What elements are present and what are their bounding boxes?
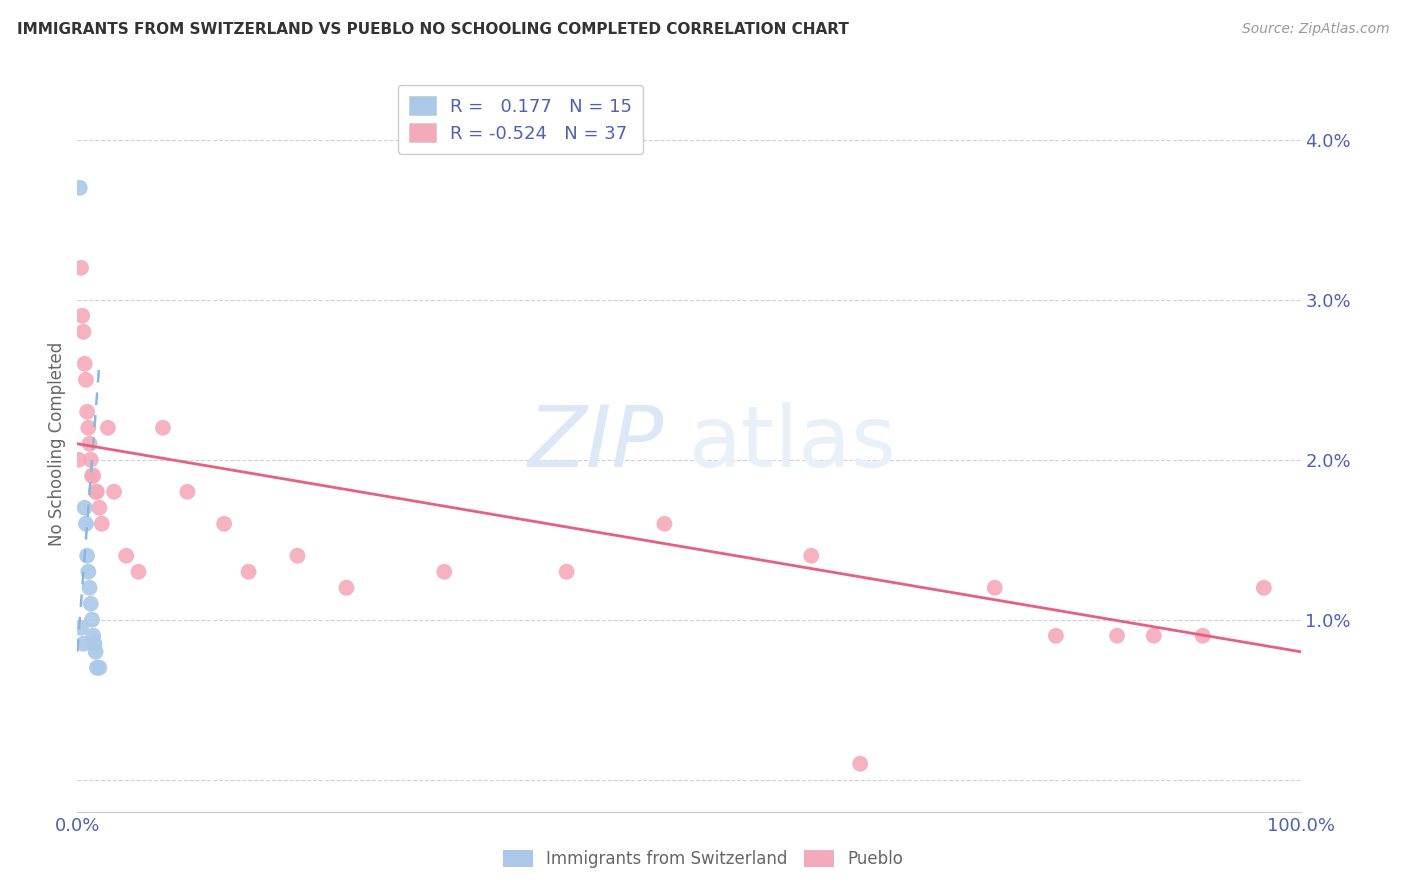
Point [90, 516, 112, 531]
Point [984, 581, 1007, 595]
Point [287, 549, 309, 563]
Point [84, 645, 107, 659]
Point [70, 260, 93, 275]
Point [212, 516, 235, 531]
Point [73, 357, 96, 371]
Point [79, 581, 101, 595]
Point [70, 621, 93, 635]
Point [72, 637, 94, 651]
Point [69, 181, 91, 195]
Point [849, 756, 872, 771]
Point [77, 421, 100, 435]
Point [103, 484, 125, 499]
Point [115, 549, 138, 563]
Point [80, 613, 103, 627]
Legend: Immigrants from Switzerland, Pueblo: Immigrants from Switzerland, Pueblo [496, 843, 910, 875]
Point [152, 421, 174, 435]
Point [433, 565, 456, 579]
Point [73, 500, 96, 515]
Point [83, 637, 105, 651]
Point [800, 549, 823, 563]
Point [238, 565, 260, 579]
Point [80, 597, 103, 611]
Point [89, 661, 111, 675]
Point [72, 325, 94, 339]
Legend: R =   0.177   N = 15, R = -0.524   N = 37: R = 0.177 N = 15, R = -0.524 N = 37 [398, 85, 643, 153]
Text: atlas: atlas [689, 402, 897, 485]
Point [335, 581, 357, 595]
Text: Source: ZipAtlas.com: Source: ZipAtlas.com [1241, 22, 1389, 37]
Point [80, 452, 103, 467]
Point [67, 452, 90, 467]
Point [76, 549, 98, 563]
Point [1143, 629, 1166, 643]
Point [86, 661, 108, 675]
Point [1107, 629, 1129, 643]
Text: ZIP: ZIP [529, 402, 665, 485]
Point [97, 421, 120, 435]
Point [86, 484, 108, 499]
Point [77, 565, 100, 579]
Point [555, 565, 578, 579]
Point [80, 468, 103, 483]
Point [1191, 629, 1213, 643]
Y-axis label: No Schooling Completed: No Schooling Completed [48, 342, 66, 546]
Point [70, 309, 93, 323]
Point [89, 500, 111, 515]
Point [1045, 629, 1067, 643]
Point [82, 468, 104, 483]
Point [84, 484, 107, 499]
Point [127, 565, 149, 579]
Point [654, 516, 676, 531]
Point [1253, 581, 1275, 595]
Point [82, 629, 104, 643]
Point [79, 436, 101, 450]
Point [176, 484, 198, 499]
Text: IMMIGRANTS FROM SWITZERLAND VS PUEBLO NO SCHOOLING COMPLETED CORRELATION CHART: IMMIGRANTS FROM SWITZERLAND VS PUEBLO NO… [17, 22, 849, 37]
Point [75, 373, 97, 387]
Point [76, 405, 98, 419]
Point [75, 516, 97, 531]
